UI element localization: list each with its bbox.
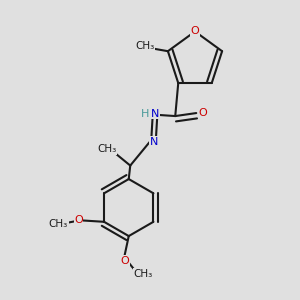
Text: CH₃: CH₃ [98, 144, 117, 154]
Text: N: N [149, 136, 158, 147]
Text: H: H [141, 109, 149, 119]
Text: CH₃: CH₃ [133, 268, 152, 279]
Text: CH₃: CH₃ [136, 41, 155, 51]
Text: CH₃: CH₃ [49, 219, 68, 229]
Text: O: O [190, 26, 200, 37]
Text: O: O [74, 215, 83, 225]
Text: O: O [199, 108, 207, 118]
Text: N: N [151, 109, 159, 119]
Text: O: O [121, 256, 130, 266]
